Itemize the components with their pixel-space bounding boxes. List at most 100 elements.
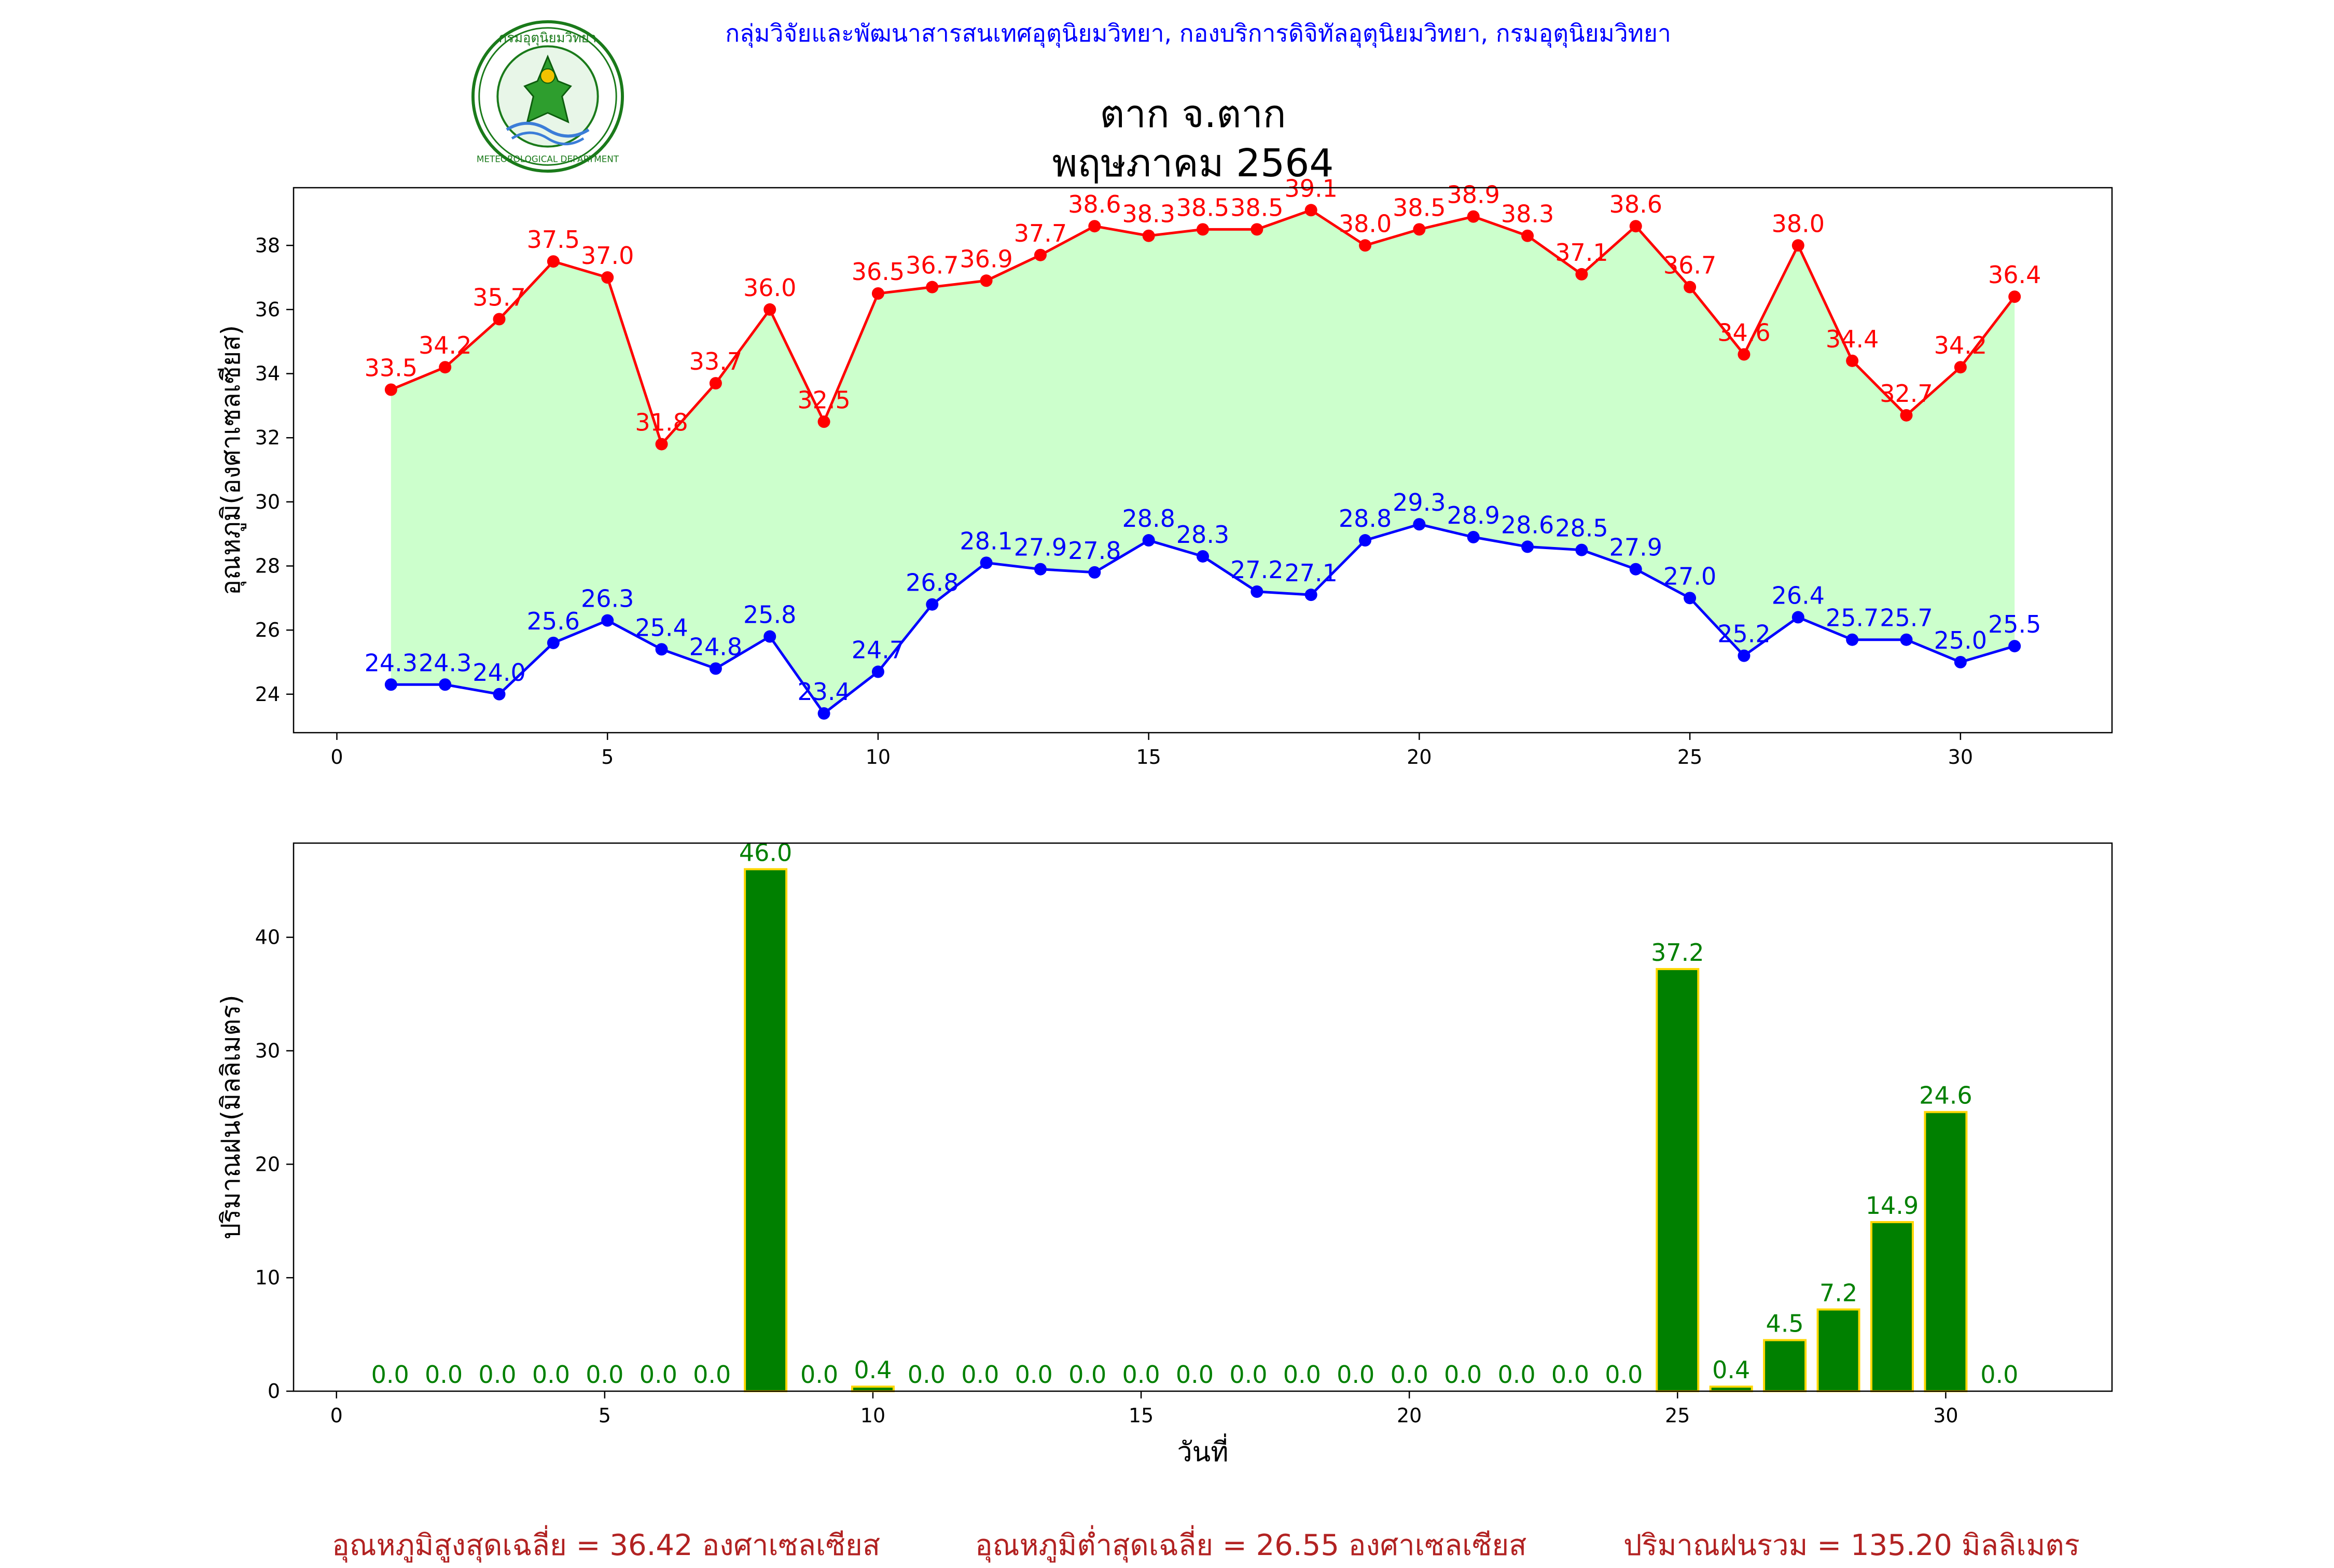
min-temp-data-label: 28.6 [1501, 511, 1554, 539]
max-temp-point [763, 303, 776, 316]
min-temp-data-label: 29.3 [1393, 488, 1446, 516]
min-temp-point [1359, 534, 1372, 547]
summary-avg-max-temperature: อุณหภูมิสูงสุดเฉลี่ย = 36.42 องศาเซลเซีย… [332, 1529, 881, 1562]
rain-data-label: 0.0 [532, 1361, 570, 1389]
min-temp-data-label: 28.5 [1555, 514, 1608, 542]
rain-x-tick-label: 0 [330, 1404, 343, 1427]
max-temp-data-label: 38.0 [1772, 209, 1825, 237]
max-temp-point [1304, 204, 1317, 217]
rain-data-label: 0.0 [1122, 1361, 1160, 1389]
rain-x-tick-label: 10 [860, 1404, 885, 1427]
min-temp-point [1521, 540, 1534, 553]
summary-total-rainfall: ปริมาณฝนรวม = 135.20 มิลลิเมตร [1623, 1529, 2080, 1562]
max-temp-point [871, 287, 884, 300]
max-temp-data-label: 38.6 [1609, 190, 1662, 218]
max-temp-data-label: 38.6 [1068, 190, 1121, 218]
meteorological-department-logo: กรมอุตุนิยมวิทยา METEOROLOGICAL DEPARTME… [471, 20, 624, 173]
rain-data-label: 0.0 [1605, 1361, 1643, 1389]
max-temp-point [1738, 348, 1751, 361]
rain-bar [1656, 968, 1700, 1393]
min-temp-data-label: 25.5 [1988, 610, 2041, 638]
summary-avg-min-temperature: อุณหภูมิต่ำสุดเฉลี่ย = 26.55 องศาเซลเซีย… [975, 1529, 1527, 1562]
max-temp-data-label: 37.5 [527, 226, 580, 254]
rain-data-label: 0.0 [1497, 1361, 1535, 1389]
temp-y-tick-label: 26 [255, 619, 280, 641]
temp-y-tick-label: 24 [255, 683, 280, 706]
rain-data-label: 37.2 [1651, 939, 1704, 967]
max-temp-data-label: 38.3 [1501, 200, 1554, 228]
max-temp-point [601, 271, 614, 284]
max-temp-point [493, 313, 506, 326]
rain-x-tick-label: 15 [1129, 1404, 1154, 1427]
rain-y-tick-label: 0 [268, 1380, 280, 1403]
min-temp-point [1629, 563, 1642, 576]
max-temp-data-label: 36.9 [960, 245, 1012, 273]
rain-x-tick-label: 30 [1933, 1404, 1958, 1427]
min-temp-point [601, 614, 614, 627]
temp-x-tick-label: 10 [866, 746, 891, 768]
min-temp-point [1088, 566, 1101, 579]
min-temp-point [1791, 611, 1804, 624]
max-temp-data-label: 31.8 [635, 409, 688, 437]
min-temp-data-label: 27.1 [1284, 559, 1337, 587]
temp-y-tick-label: 34 [255, 362, 280, 385]
min-temp-data-label: 27.2 [1230, 556, 1283, 584]
rain-bar [851, 1385, 895, 1392]
min-temp-data-label: 25.0 [1934, 626, 1987, 654]
max-temp-point [1629, 220, 1642, 233]
max-temp-data-label: 32.5 [797, 386, 850, 414]
max-temp-point [439, 361, 452, 374]
temp-x-tick-label: 15 [1136, 746, 1161, 768]
max-temp-data-label: 38.0 [1339, 209, 1392, 237]
min-temp-data-label: 28.8 [1339, 505, 1392, 533]
min-temp-point [1954, 655, 1967, 668]
rain-data-label: 0.0 [1337, 1361, 1374, 1389]
min-temp-point [547, 636, 560, 649]
max-temp-point [817, 415, 830, 428]
max-temp-data-label: 38.5 [1230, 193, 1283, 221]
rain-data-label: 0.0 [961, 1361, 999, 1389]
max-temp-data-label: 39.1 [1284, 174, 1337, 202]
max-temp-point [709, 377, 722, 390]
max-temp-data-label: 33.5 [365, 354, 418, 382]
temp-y-tick-label: 36 [255, 298, 280, 321]
max-temp-point [1575, 268, 1588, 281]
rain-data-label: 0.0 [908, 1361, 946, 1389]
min-temp-point [1197, 550, 1209, 563]
max-temp-data-label: 32.7 [1880, 380, 1933, 408]
min-temp-data-label: 27.8 [1068, 537, 1121, 565]
rain-data-label: 0.4 [1712, 1356, 1750, 1384]
max-temp-point [2008, 290, 2021, 303]
rain-bar [744, 868, 788, 1393]
rain-frame [293, 842, 2113, 1392]
max-temp-data-label: 36.4 [1988, 261, 2041, 289]
min-temp-point [926, 598, 939, 611]
min-temp-data-label: 25.7 [1826, 604, 1879, 632]
temp-x-tick-label: 25 [1677, 746, 1702, 768]
min-temp-point [817, 707, 830, 720]
min-temp-data-label: 25.7 [1880, 604, 1933, 632]
temp-range-fill [391, 210, 2015, 713]
temp-frame [293, 187, 2113, 734]
max-temp-data-label: 36.5 [852, 258, 905, 286]
min-temp-point [1684, 592, 1697, 605]
max-temp-data-label: 38.9 [1447, 181, 1500, 209]
min-temp-data-label: 28.1 [960, 527, 1012, 555]
temp-x-tick-label: 5 [601, 746, 614, 768]
max-temp-data-label: 37.0 [581, 242, 634, 270]
min-temp-data-label: 26.3 [581, 585, 634, 613]
max-temp-data-label: 38.5 [1176, 193, 1229, 221]
max-temp-point [1846, 354, 1859, 367]
chart-title-station: ตาก จ.ตาก [1100, 92, 1286, 136]
max-temp-data-label: 36.0 [743, 274, 796, 302]
min-temp-point [493, 688, 506, 701]
rain-data-label: 0.0 [800, 1361, 838, 1389]
max-temp-point [1521, 229, 1534, 242]
min-temp-data-label: 24.0 [473, 659, 525, 687]
max-temp-point [1197, 223, 1209, 236]
max-temp-point [1251, 223, 1263, 236]
min-temp-point [1900, 633, 1913, 646]
rain-y-tick-label: 30 [255, 1039, 280, 1062]
rain-data-label: 0.0 [1176, 1361, 1214, 1389]
